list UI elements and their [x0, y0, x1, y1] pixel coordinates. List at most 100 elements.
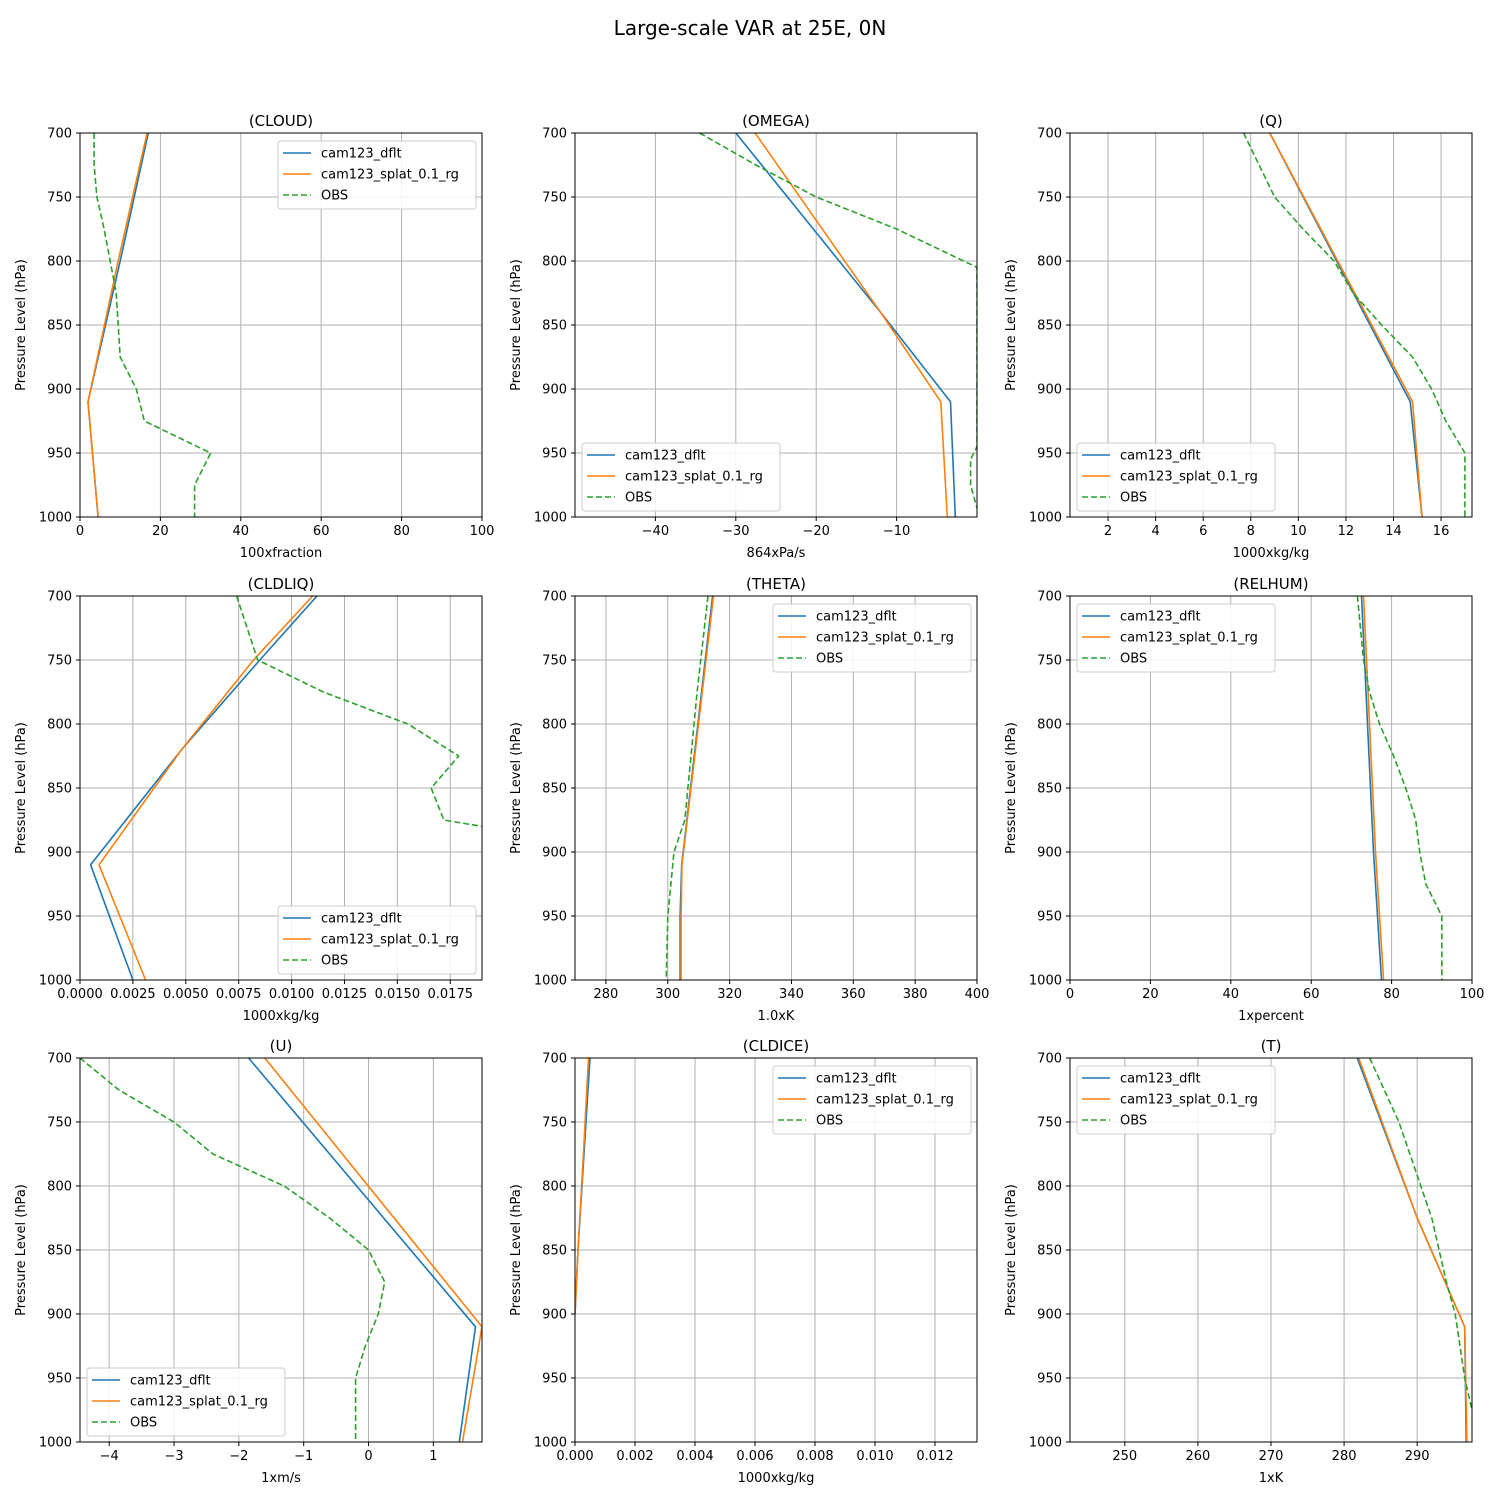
legend-box: [277, 905, 477, 975]
legend-label: cam123_dflt: [321, 147, 402, 162]
x-tick-label: 100: [470, 524, 495, 539]
y-axis-label: Pressure Level (hPa): [14, 259, 29, 391]
y-tick-label: 800: [1037, 718, 1062, 733]
x-tick-label: 4: [1151, 524, 1159, 539]
y-tick-label: 800: [1037, 1180, 1062, 1195]
series-line-cam123-splat-0-1-rg: [87, 133, 148, 517]
legend-label: OBS: [816, 1114, 843, 1129]
subplot-title: (RELHUM): [1233, 575, 1308, 593]
y-tick-label: 850: [542, 319, 567, 334]
x-tick-label: 14: [1385, 524, 1402, 539]
y-tick-label: 900: [542, 383, 567, 398]
x-tick-label: −2: [229, 1449, 248, 1464]
x-tick-label: −4: [100, 1449, 119, 1464]
series-line-cam123-splat-0-1-rg: [1357, 1058, 1468, 1442]
x-axis-label: 1xpercent: [1238, 1009, 1304, 1024]
series-line-cam123-splat-0-1-rg: [754, 133, 949, 517]
y-axis-label: Pressure Level (hPa): [14, 722, 29, 854]
y-tick-label: 700: [47, 127, 72, 142]
subplot-cldliq: 0.0000 0.0025 0.0050 0.0075 0.0100 0.0125 0.01…: [14, 575, 483, 1024]
y-tick-label: 900: [1037, 383, 1062, 398]
subplot-title: (THETA): [746, 575, 806, 593]
legend-label: cam123_splat_0.1_rg: [321, 168, 459, 183]
legend-box: [86, 1367, 286, 1437]
y-tick-label: 850: [1037, 1244, 1062, 1259]
y-tick-label: 750: [542, 191, 567, 206]
subplot-cloud: 0 20 40 60 80 100 700 750 800 850 900 950 1000 (CLOUD…: [14, 112, 494, 561]
y-tick-label: 700: [542, 590, 567, 605]
legend-box: [772, 603, 972, 673]
x-tick-label: 12: [1338, 524, 1355, 539]
y-tick-label: 900: [542, 1308, 567, 1323]
y-tick-label: 850: [1037, 319, 1062, 334]
x-tick-label: 0.012: [916, 1449, 953, 1464]
series-line-cam123-splat-0-1-rg: [98, 596, 314, 980]
x-axis-label: 1xK: [1259, 1471, 1284, 1486]
x-tick-label: 250: [1112, 1449, 1137, 1464]
y-tick-label: 800: [542, 718, 567, 733]
legend-box: [772, 1065, 972, 1135]
y-tick-label: 950: [1037, 1372, 1062, 1387]
legend-box: [1076, 603, 1276, 673]
x-tick-label: 260: [1185, 1449, 1210, 1464]
legend-label: cam123_dflt: [816, 1072, 897, 1087]
y-tick-label: 700: [1037, 590, 1062, 605]
x-tick-label: 0.0175: [428, 987, 474, 1002]
x-tick-label: 400: [965, 987, 990, 1002]
x-tick-label: 40: [233, 524, 250, 539]
x-tick-label: 60: [1303, 987, 1320, 1002]
legend-label: cam123_dflt: [1120, 610, 1201, 625]
x-tick-label: 290: [1405, 1449, 1430, 1464]
x-tick-label: 0.0050: [163, 987, 209, 1002]
x-tick-label: 0.0025: [110, 987, 156, 1002]
y-tick-label: 850: [1037, 782, 1062, 797]
y-tick-label: 900: [47, 383, 72, 398]
y-axis-label: Pressure Level (hPa): [509, 259, 524, 391]
y-tick-label: 800: [47, 255, 72, 270]
legend: cam123_dflt cam123_splat_0.1_rg OBS: [1076, 442, 1276, 512]
legend-label: OBS: [1120, 491, 1147, 506]
legend-label: OBS: [625, 491, 652, 506]
legend: cam123_dflt cam123_splat_0.1_rg OBS: [1076, 1065, 1276, 1135]
y-tick-label: 900: [1037, 1308, 1062, 1323]
y-tick-label: 700: [542, 1052, 567, 1067]
y-axis-label: Pressure Level (hPa): [509, 1184, 524, 1316]
subplot-relhum: 0 20 40 60 80 100 700 750 800 850 900 950 1000 (RELHU…: [1004, 575, 1484, 1024]
x-tick-label: 300: [655, 987, 680, 1002]
y-tick-label: 700: [47, 590, 72, 605]
legend-label: cam123_dflt: [130, 1374, 211, 1389]
series-line-cam123-dflt: [735, 133, 957, 517]
series-line-OBS: [235, 596, 482, 828]
y-axis-label: Pressure Level (hPa): [509, 722, 524, 854]
x-axis-label: 100xfraction: [240, 546, 322, 561]
x-axis-label: 1xm/s: [261, 1471, 301, 1486]
y-tick-label: 1000: [39, 974, 72, 989]
figure-title: Large-scale VAR at 25E, 0N: [613, 16, 887, 40]
series-line-cam123-dflt: [1360, 596, 1383, 980]
subplot-title: (T): [1261, 1037, 1282, 1055]
y-axis-label: Pressure Level (hPa): [1004, 259, 1019, 391]
legend-box: [1076, 442, 1276, 512]
subplot-title: (Q): [1259, 112, 1283, 130]
x-tick-label: 0.0100: [269, 987, 315, 1002]
y-tick-label: 950: [47, 447, 72, 462]
legend-label: cam123_dflt: [625, 449, 706, 464]
y-tick-label: 800: [47, 1180, 72, 1195]
legend-label: OBS: [1120, 652, 1147, 667]
x-tick-label: −10: [883, 524, 910, 539]
y-tick-label: 750: [542, 654, 567, 669]
legend-label: OBS: [130, 1416, 157, 1431]
series-line-OBS: [1242, 133, 1466, 517]
legend-label: cam123_splat_0.1_rg: [625, 470, 763, 485]
x-tick-label: 2: [1104, 524, 1112, 539]
x-axis-label: 1000xkg/kg: [1233, 546, 1310, 561]
x-tick-label: −40: [642, 524, 669, 539]
subplot-title: (CLDLIQ): [248, 575, 315, 593]
y-tick-label: 700: [47, 1052, 72, 1067]
x-tick-label: 1: [429, 1449, 437, 1464]
series-line-OBS: [1356, 596, 1443, 980]
y-tick-label: 950: [542, 1372, 567, 1387]
legend-box: [581, 442, 781, 512]
x-tick-label: 270: [1259, 1449, 1284, 1464]
